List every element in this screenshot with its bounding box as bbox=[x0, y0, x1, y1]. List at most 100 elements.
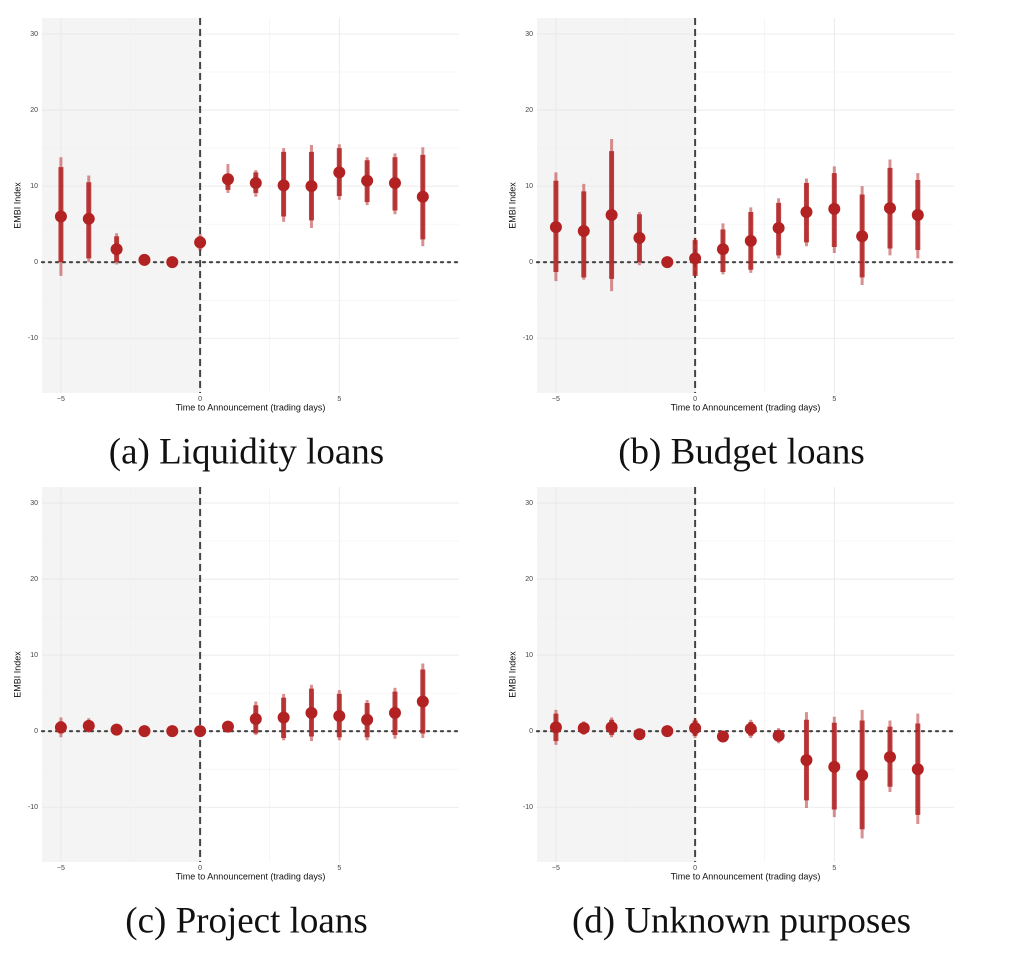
y-tick-label: 0 bbox=[529, 259, 533, 266]
point-estimate bbox=[277, 179, 290, 192]
y-tick-label: 10 bbox=[525, 183, 533, 190]
y-tick-label: -10 bbox=[523, 335, 533, 342]
pre-period-shade bbox=[42, 487, 201, 862]
point-estimate bbox=[605, 721, 618, 734]
point-estimate bbox=[716, 243, 729, 256]
point-estimate bbox=[221, 173, 234, 186]
point-estimate bbox=[166, 725, 179, 738]
x-axis-title: Time to Announcement (trading days) bbox=[671, 402, 821, 412]
panel: -10 0 10 20 30 −5 0 5 Time to Announcement (trad… bbox=[507, 18, 956, 472]
point-estimate bbox=[82, 719, 95, 732]
y-axis-title: EMBI Index bbox=[507, 651, 517, 698]
point-estimate bbox=[388, 177, 401, 190]
point-estimate bbox=[883, 202, 896, 215]
panel-caption: (a) Liquidity loans bbox=[109, 431, 384, 472]
point-estimate bbox=[388, 706, 401, 719]
point-estimate bbox=[856, 230, 869, 243]
point-estimate bbox=[661, 725, 674, 738]
pre-period-shade bbox=[537, 18, 696, 393]
x-tick-label: −5 bbox=[57, 865, 65, 872]
point-estimate bbox=[577, 224, 590, 237]
y-tick-label: -10 bbox=[28, 804, 38, 811]
point-estimate bbox=[416, 190, 429, 203]
point-estimate bbox=[194, 236, 207, 249]
y-tick-label: 20 bbox=[30, 107, 38, 114]
x-axis-title: Time to Announcement (trading days) bbox=[176, 871, 326, 881]
point-estimate bbox=[744, 234, 757, 247]
y-tick-label: 20 bbox=[30, 576, 38, 583]
point-estimate bbox=[110, 243, 123, 256]
point-estimate bbox=[605, 209, 618, 222]
point-estimate bbox=[194, 725, 207, 738]
x-tick-label: 5 bbox=[832, 865, 836, 872]
x-tick-label: 0 bbox=[693, 396, 697, 403]
x-tick-label: −5 bbox=[552, 396, 560, 403]
panel: -10 0 10 20 30 −5 0 5 Time to Announcement (trad… bbox=[507, 487, 956, 941]
y-tick-label: -10 bbox=[28, 335, 38, 342]
x-tick-label: 5 bbox=[832, 396, 836, 403]
point-estimate bbox=[249, 177, 262, 190]
point-estimate bbox=[911, 763, 924, 776]
point-estimate bbox=[883, 751, 896, 764]
y-tick-label: 30 bbox=[525, 31, 533, 38]
y-tick-label: 30 bbox=[30, 31, 38, 38]
point-estimate bbox=[249, 712, 262, 725]
y-tick-label: 10 bbox=[30, 652, 38, 659]
y-tick-label: 20 bbox=[525, 107, 533, 114]
panel-caption: (d) Unknown purposes bbox=[572, 900, 911, 941]
point-estimate bbox=[716, 730, 729, 743]
point-estimate bbox=[689, 722, 702, 735]
point-estimate bbox=[305, 706, 318, 719]
panel: -10 0 10 20 30 −5 0 5 Time to Announcement (trad… bbox=[12, 18, 461, 472]
y-tick-label: 0 bbox=[529, 728, 533, 735]
y-axis-title: EMBI Index bbox=[507, 182, 517, 229]
y-tick-label: 0 bbox=[34, 728, 38, 735]
y-tick-label: 30 bbox=[30, 500, 38, 507]
point-estimate bbox=[800, 754, 813, 767]
x-tick-label: 0 bbox=[693, 865, 697, 872]
x-tick-label: 5 bbox=[337, 396, 341, 403]
panel: -10 0 10 20 30 −5 0 5 Time to Announcement (trad… bbox=[12, 487, 461, 941]
panel-caption: (c) Project loans bbox=[125, 900, 367, 941]
point-estimate bbox=[911, 209, 924, 222]
x-axis-title: Time to Announcement (trading days) bbox=[671, 871, 821, 881]
point-estimate bbox=[305, 180, 318, 193]
point-estimate bbox=[772, 221, 785, 234]
point-estimate bbox=[772, 729, 785, 742]
point-estimate bbox=[361, 174, 374, 187]
y-tick-label: 0 bbox=[34, 259, 38, 266]
x-tick-label: −5 bbox=[57, 396, 65, 403]
point-estimate bbox=[221, 720, 234, 733]
y-tick-label: 30 bbox=[525, 500, 533, 507]
point-estimate bbox=[549, 221, 562, 234]
point-estimate bbox=[416, 695, 429, 708]
panel-caption: (b) Budget loans bbox=[618, 431, 865, 472]
point-estimate bbox=[110, 723, 123, 736]
point-estimate bbox=[138, 253, 151, 266]
point-estimate bbox=[333, 166, 346, 179]
point-estimate bbox=[333, 709, 346, 722]
pre-period-shade bbox=[42, 18, 201, 393]
point-estimate bbox=[633, 231, 646, 244]
point-estimate bbox=[138, 725, 151, 738]
point-estimate bbox=[277, 711, 290, 724]
point-estimate bbox=[800, 205, 813, 218]
point-estimate bbox=[856, 769, 869, 782]
point-estimate bbox=[577, 722, 590, 735]
point-estimate bbox=[828, 760, 841, 773]
y-tick-label: 20 bbox=[525, 576, 533, 583]
y-tick-label: 10 bbox=[30, 183, 38, 190]
x-tick-label: 0 bbox=[198, 865, 202, 872]
pre-period-shade bbox=[537, 487, 696, 862]
point-estimate bbox=[82, 212, 95, 225]
x-tick-label: 5 bbox=[337, 865, 341, 872]
y-tick-label: 10 bbox=[525, 652, 533, 659]
point-estimate bbox=[166, 256, 179, 269]
y-axis-title: EMBI Index bbox=[12, 182, 22, 229]
point-estimate bbox=[549, 721, 562, 734]
x-axis-title: Time to Announcement (trading days) bbox=[176, 402, 326, 412]
point-estimate bbox=[54, 210, 67, 223]
point-estimate bbox=[633, 728, 646, 741]
point-estimate bbox=[744, 722, 757, 735]
